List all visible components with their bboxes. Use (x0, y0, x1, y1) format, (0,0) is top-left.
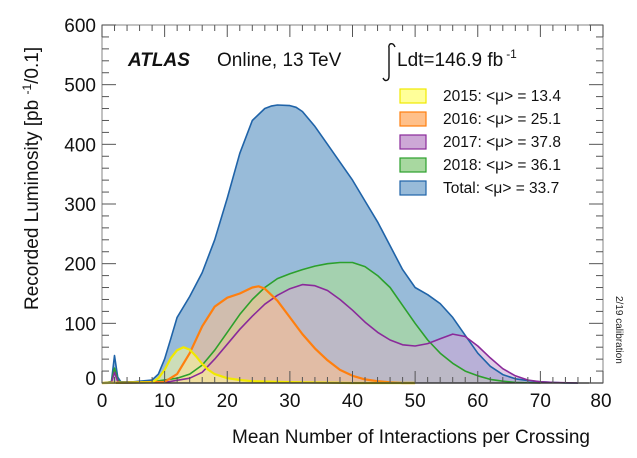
legend-label-2016: 2016: <μ> = 25.1 (443, 111, 561, 128)
x-tick-label: 40 (342, 391, 363, 412)
series-areas (101, 104, 579, 385)
legend-label-2017: 2017: <μ> = 37.8 (443, 134, 561, 151)
x-tick-label: 70 (530, 391, 551, 412)
legend-label-2015: 2015: <μ> = 13.4 (443, 88, 561, 105)
y-axis-title-main: Recorded Luminosity [pb (22, 95, 43, 310)
x-tick-label: 0 (97, 391, 108, 412)
area-fill-2016 (102, 286, 416, 383)
x-axis-title: Mean Number of Interactions per Crossing (232, 427, 590, 448)
legend-swatch-2017 (399, 134, 427, 150)
y-tick-label: 400 (64, 135, 96, 156)
x-tick-labels: 0 10 20 30 40 50 60 70 80 (97, 391, 612, 412)
x-tick-label: 80 (590, 391, 611, 412)
legend-swatch-total (399, 180, 427, 196)
x-tick-label: 10 (154, 391, 175, 412)
energy-label: Online, 13 TeV (217, 50, 342, 71)
y-tick-label: 500 (64, 76, 96, 97)
legend-entry-2016: 2016: <μ> = 25.1 (399, 111, 561, 128)
y-tick-label: 0 (85, 369, 96, 390)
y-tick-label: 200 (64, 255, 96, 276)
legend-entry-2015: 2015: <μ> = 13.4 (399, 88, 561, 105)
calibration-note: 2/19 calibration (613, 296, 624, 364)
integral-sign-icon (382, 43, 396, 82)
legend-swatch-2015 (399, 88, 427, 104)
atlas-label: ATLAS (127, 50, 190, 71)
x-tick-label: 30 (279, 391, 300, 412)
series-line-2016 (101, 285, 416, 385)
legend-swatch-2016 (399, 111, 427, 127)
legend-swatch-2018 (399, 157, 427, 173)
legend-entry-2018: 2018: <μ> = 36.1 (399, 157, 561, 174)
area-fill-2015 (102, 347, 416, 383)
y-axis-title-exponent: -1 (20, 84, 34, 95)
x-tick-label: 50 (405, 391, 426, 412)
y-axis-title: Recorded Luminosity [pb -1/0.1] (20, 47, 43, 310)
integrated-luminosity: Ldt=146.9 fb -1 (382, 43, 517, 82)
legend-entry-total: Total: <μ> = 33.7 (399, 180, 559, 197)
y-axis-title-suffix: /0.1] (22, 47, 43, 84)
x-tick-label: 20 (217, 391, 238, 412)
y-tick-label: 100 (64, 314, 96, 335)
series-line-total (101, 104, 578, 384)
y-tick-labels: 0 100 200 300 400 500 600 (64, 16, 96, 390)
legend-entry-2017: 2017: <μ> = 37.8 (399, 134, 561, 151)
legend-label-total: Total: <μ> = 33.7 (443, 180, 559, 197)
axis-ticks (101, 24, 604, 384)
legend-label-2018: 2018: <μ> = 36.1 (443, 157, 561, 174)
legend: 2015: <μ> = 13.4 2016: <μ> = 25.1 2017: … (399, 88, 561, 197)
y-tick-label: 600 (64, 16, 96, 37)
y-tick-label: 300 (64, 195, 96, 216)
luminosity-value: Ldt=146.9 fb -1 (397, 47, 517, 71)
x-tick-label: 60 (467, 391, 488, 412)
